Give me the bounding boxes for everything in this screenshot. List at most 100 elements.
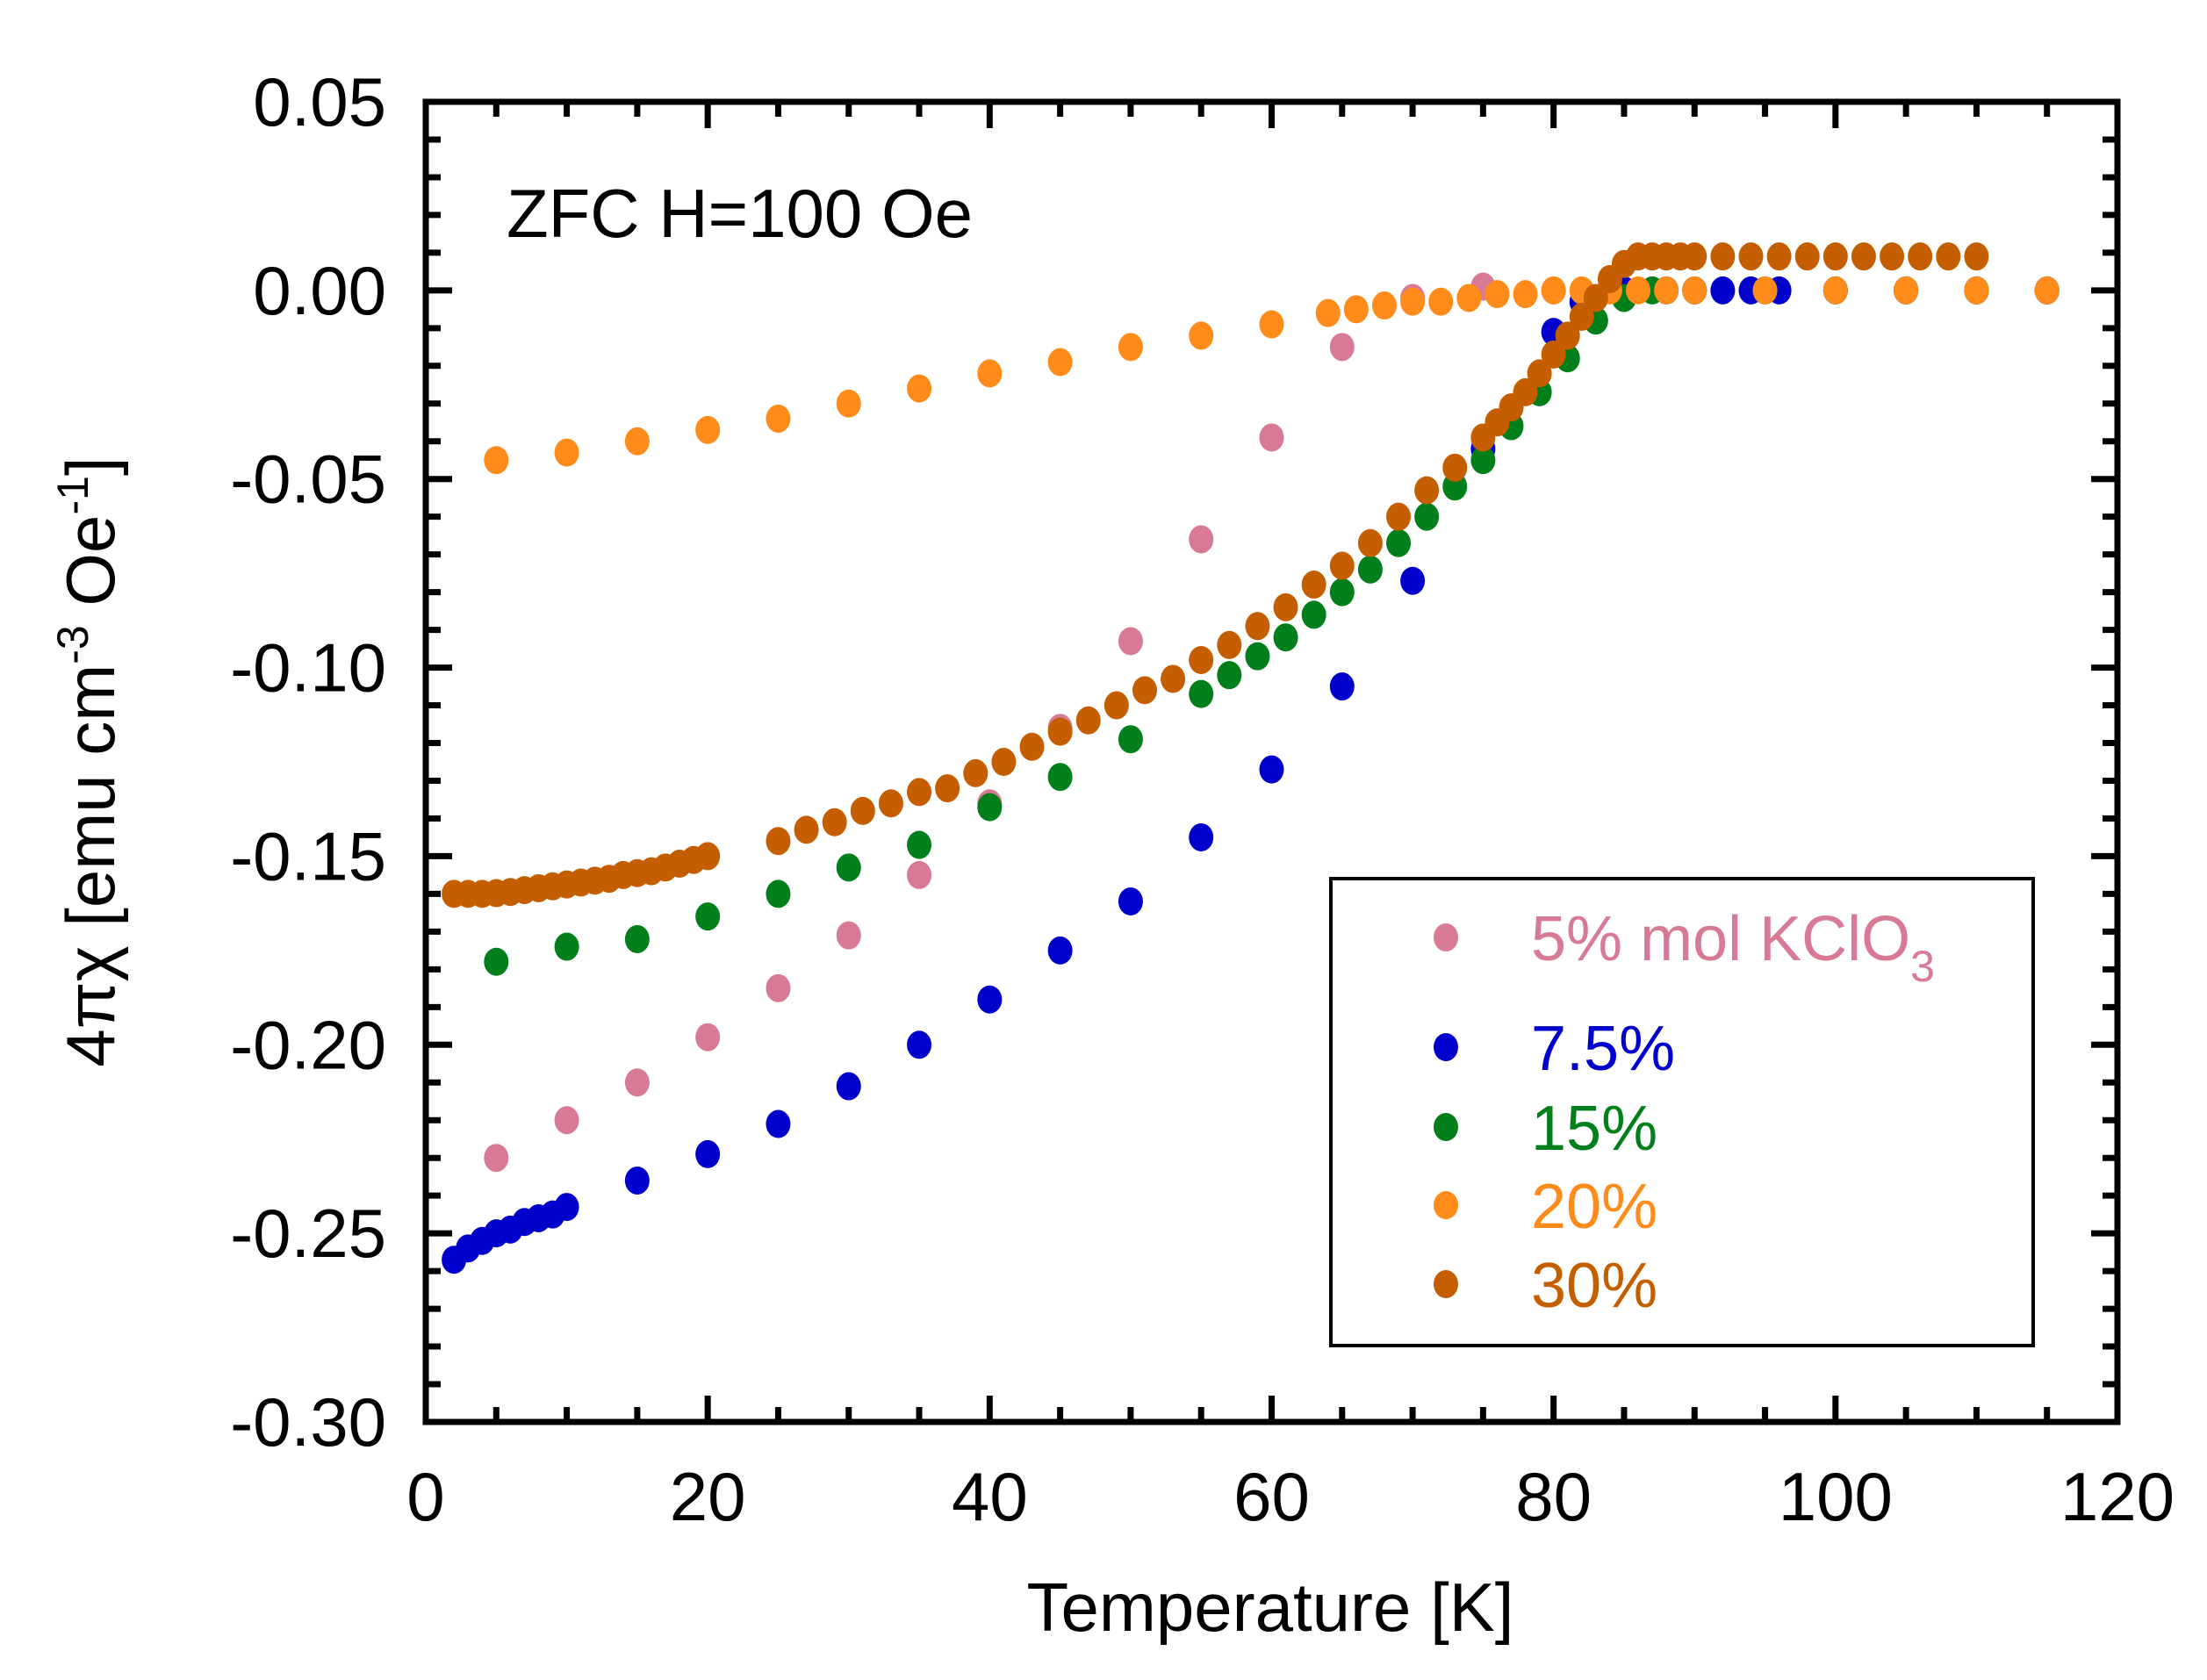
y-axis-title-mid: Oe xyxy=(52,515,129,626)
data-point xyxy=(766,879,791,908)
legend-label: 15% xyxy=(1531,1094,1657,1164)
data-point xyxy=(1189,645,1214,674)
data-point xyxy=(1132,676,1157,705)
y-axis-title-sup1: -3 xyxy=(48,625,97,664)
data-point xyxy=(1329,672,1355,701)
data-point xyxy=(836,853,861,882)
data-point xyxy=(695,902,721,931)
data-point xyxy=(977,985,1003,1014)
data-point xyxy=(554,1193,579,1222)
legend-item: 7.5% xyxy=(1434,1014,1675,1084)
data-point xyxy=(1851,242,1876,271)
data-point xyxy=(1513,280,1538,309)
data-point xyxy=(1189,525,1214,554)
data-point xyxy=(766,404,791,433)
data-point xyxy=(1569,302,1594,331)
data-point xyxy=(1527,359,1552,388)
data-point xyxy=(907,830,932,859)
data-point xyxy=(1118,333,1143,362)
data-point xyxy=(1217,630,1242,659)
data-point xyxy=(695,842,721,871)
data-point xyxy=(1259,310,1284,339)
data-point xyxy=(624,1166,650,1195)
series-2 xyxy=(484,276,2060,976)
y-tick-label: -0.10 xyxy=(230,629,386,707)
y-tick-label: 0.05 xyxy=(253,63,386,140)
data-point xyxy=(695,1023,721,1052)
legend-label-text: 30% xyxy=(1531,1251,1657,1321)
y-tick-label: -0.25 xyxy=(230,1195,386,1272)
legend-item: 20% xyxy=(1434,1172,1657,1242)
data-point xyxy=(836,389,861,418)
y-axis-title-main: 4πχ [emu cm xyxy=(52,664,129,1067)
data-point xyxy=(1357,555,1383,584)
data-point xyxy=(836,1072,861,1101)
data-point xyxy=(1428,287,1454,316)
data-point xyxy=(1315,298,1341,327)
data-point xyxy=(1513,377,1538,406)
data-point xyxy=(1414,476,1440,505)
data-point xyxy=(1470,446,1496,475)
data-point xyxy=(1273,592,1298,621)
data-point xyxy=(850,796,875,825)
data-point xyxy=(484,1144,509,1173)
data-points xyxy=(442,242,2060,1274)
data-point xyxy=(1047,936,1073,965)
x-axis-title: Temperature [K] xyxy=(1027,1569,1514,1646)
x-tick-label: 40 xyxy=(952,1458,1028,1535)
data-point xyxy=(1936,242,1961,271)
data-point xyxy=(1118,725,1143,754)
data-point xyxy=(554,932,579,961)
data-point xyxy=(766,973,791,1002)
data-point xyxy=(1047,763,1073,792)
data-point xyxy=(1964,242,1989,271)
data-point xyxy=(1019,732,1045,761)
data-point xyxy=(794,815,819,844)
data-point xyxy=(1583,284,1608,312)
data-point xyxy=(624,427,650,456)
data-point xyxy=(695,1139,721,1168)
data-point xyxy=(1710,242,1736,271)
data-point xyxy=(1245,612,1270,641)
data-point xyxy=(1217,661,1242,690)
data-point xyxy=(1301,571,1326,599)
y-tick-label: -0.20 xyxy=(230,1006,386,1083)
data-point xyxy=(963,758,988,787)
legend-label: 20% xyxy=(1531,1172,1657,1242)
data-point xyxy=(1485,280,1510,309)
data-point xyxy=(1104,691,1129,720)
data-point xyxy=(1386,528,1412,557)
data-point xyxy=(1259,755,1284,784)
data-point xyxy=(1189,822,1214,851)
data-point xyxy=(1964,276,1989,305)
data-point xyxy=(1541,340,1566,369)
legend-marker xyxy=(1434,1033,1458,1061)
data-point xyxy=(1880,242,1905,271)
data-point xyxy=(1386,502,1412,531)
data-point xyxy=(1118,887,1143,915)
data-point xyxy=(1047,717,1073,746)
data-point xyxy=(624,924,650,953)
data-point xyxy=(977,793,1003,822)
data-point xyxy=(1329,578,1355,607)
series-4 xyxy=(442,242,1989,908)
data-point xyxy=(907,374,932,403)
data-point xyxy=(1738,242,1764,271)
y-tick-label: -0.30 xyxy=(230,1383,386,1461)
x-tick-label: 0 xyxy=(406,1458,444,1535)
annotation-text: ZFC H=100 Oe xyxy=(507,175,973,252)
x-tick-label: 60 xyxy=(1233,1458,1310,1535)
data-point xyxy=(484,947,509,976)
legend-marker xyxy=(1434,1191,1458,1219)
data-point xyxy=(766,827,791,856)
data-point xyxy=(1414,502,1440,531)
data-point xyxy=(1710,276,1736,305)
data-point xyxy=(1371,291,1397,320)
data-point xyxy=(977,359,1003,388)
data-point xyxy=(1329,551,1355,580)
data-point xyxy=(907,1030,932,1059)
data-point xyxy=(878,789,903,818)
data-point xyxy=(1343,295,1369,324)
data-point xyxy=(1456,284,1482,312)
